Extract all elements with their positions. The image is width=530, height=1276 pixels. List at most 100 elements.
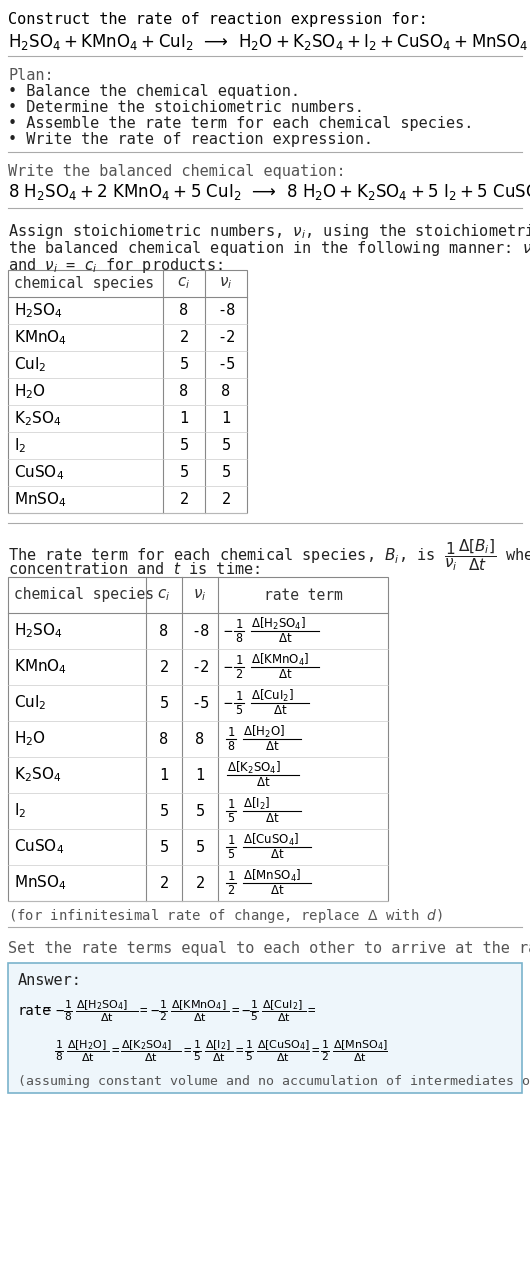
Text: $\mathit{\nu_i}$: $\mathit{\nu_i}$ (193, 587, 207, 602)
Text: 1: 1 (235, 653, 243, 666)
Text: −: − (223, 624, 232, 638)
Text: 1: 1 (251, 1000, 258, 1011)
Text: concentration and $\mathit{t}$ is time:: concentration and $\mathit{t}$ is time: (8, 561, 260, 577)
Text: $\mathsf{\Delta t}$: $\mathsf{\Delta t}$ (276, 1051, 290, 1063)
Text: $\mathsf{\Delta[CuI_2]}$: $\mathsf{\Delta[CuI_2]}$ (251, 688, 294, 704)
Text: $\mathsf{K_2SO_4}$: $\mathsf{K_2SO_4}$ (14, 410, 61, 427)
Text: 8: 8 (65, 1012, 72, 1022)
Text: $\mathsf{8\ H_2SO_4 + 2\ KMnO_4 + 5\ CuI_2}$  ⟶  $\mathsf{8\ H_2O + K_2SO_4 + 5\: $\mathsf{8\ H_2SO_4 + 2\ KMnO_4 + 5\ CuI… (8, 182, 530, 202)
Text: =: = (235, 1045, 243, 1058)
Text: $\mathsf{\Delta t}$: $\mathsf{\Delta t}$ (212, 1051, 226, 1063)
Text: 1: 1 (56, 1040, 63, 1050)
Bar (8, 271, 247, 513)
Text: 1: 1 (180, 411, 189, 426)
Text: −: − (241, 1004, 250, 1018)
Text: $\mathsf{\Delta t}$: $\mathsf{\Delta t}$ (265, 740, 279, 754)
Text: 5: 5 (222, 438, 231, 453)
Text: 1: 1 (227, 798, 235, 810)
Text: $\mathsf{\Delta t}$: $\mathsf{\Delta t}$ (277, 1011, 291, 1023)
Text: −: − (55, 1004, 64, 1018)
Text: $\mathit{c_i}$: $\mathit{c_i}$ (178, 276, 191, 291)
Text: $\mathsf{CuSO_4}$: $\mathsf{CuSO_4}$ (14, 463, 64, 482)
Text: rate: rate (18, 1004, 51, 1018)
Text: 5: 5 (235, 704, 243, 717)
Text: 5: 5 (251, 1012, 258, 1022)
Text: -8: -8 (191, 624, 209, 638)
Text: =: = (231, 1004, 239, 1017)
Text: 2: 2 (180, 330, 189, 345)
Text: 8: 8 (160, 731, 169, 746)
Text: $\mathsf{H_2O}$: $\mathsf{H_2O}$ (14, 382, 46, 401)
Text: 1: 1 (235, 618, 243, 630)
Text: $\mathsf{KMnO_4}$: $\mathsf{KMnO_4}$ (14, 328, 67, 347)
Text: Write the balanced chemical equation:: Write the balanced chemical equation: (8, 165, 346, 179)
Text: $\mathsf{\Delta[K_2SO_4]}$: $\mathsf{\Delta[K_2SO_4]}$ (121, 1039, 172, 1051)
Text: The rate term for each chemical species, $\mathit{B_i}$, is $\dfrac{1}{\nu_i}\df: The rate term for each chemical species,… (8, 537, 530, 573)
Text: $\mathsf{\Delta t}$: $\mathsf{\Delta t}$ (278, 633, 292, 646)
Text: $\mathsf{I_2}$: $\mathsf{I_2}$ (14, 436, 26, 454)
Text: Assign stoichiometric numbers, $\mathit{\nu_i}$, using the stoichiometric coeffi: Assign stoichiometric numbers, $\mathit{… (8, 222, 530, 241)
Text: $\mathsf{\Delta[CuI_2]}$: $\mathsf{\Delta[CuI_2]}$ (262, 998, 303, 1012)
Text: chemical species: chemical species (14, 276, 154, 291)
Text: $\mathsf{\Delta[H_2SO_4]}$: $\mathsf{\Delta[H_2SO_4]}$ (76, 998, 128, 1012)
Text: $\mathsf{MnSO_4}$: $\mathsf{MnSO_4}$ (14, 874, 67, 892)
Text: =: = (111, 1045, 119, 1058)
Text: $\mathsf{CuSO_4}$: $\mathsf{CuSO_4}$ (14, 837, 64, 856)
Text: $\mathit{\nu_i}$: $\mathit{\nu_i}$ (219, 276, 233, 291)
Bar (8, 577, 388, 901)
Text: 2: 2 (227, 884, 235, 897)
Text: 8: 8 (180, 302, 189, 318)
Text: 5: 5 (160, 695, 169, 711)
Text: $\mathsf{\Delta[I_2]}$: $\mathsf{\Delta[I_2]}$ (205, 1039, 231, 1051)
Text: −: − (223, 695, 232, 711)
Text: =: = (42, 1004, 50, 1018)
Text: 8: 8 (196, 731, 205, 746)
Text: (assuming constant volume and no accumulation of intermediates or side products): (assuming constant volume and no accumul… (18, 1074, 530, 1088)
Text: $\mathsf{\Delta t}$: $\mathsf{\Delta t}$ (144, 1051, 158, 1063)
Text: 1: 1 (193, 1040, 200, 1050)
Text: 2: 2 (160, 660, 169, 675)
Text: 1: 1 (227, 833, 235, 846)
Text: 1: 1 (160, 1000, 166, 1011)
Text: $\mathsf{K_2SO_4}$: $\mathsf{K_2SO_4}$ (14, 766, 61, 785)
Text: • Assemble the rate term for each chemical species.: • Assemble the rate term for each chemic… (8, 116, 473, 131)
Text: 5: 5 (196, 804, 205, 818)
Text: 1: 1 (227, 726, 235, 739)
Text: (for infinitesimal rate of change, replace $\Delta$ with $d$): (for infinitesimal rate of change, repla… (8, 907, 443, 925)
Text: • Balance the chemical equation.: • Balance the chemical equation. (8, 84, 300, 100)
Text: −: − (223, 660, 232, 675)
Text: 2: 2 (196, 875, 205, 891)
Text: 5: 5 (180, 438, 189, 453)
Text: 8: 8 (222, 384, 231, 399)
Text: 1: 1 (227, 869, 235, 883)
Text: 5: 5 (160, 840, 169, 855)
Text: -2: -2 (217, 330, 235, 345)
Text: $\mathsf{I_2}$: $\mathsf{I_2}$ (14, 801, 26, 820)
Text: Plan:: Plan: (8, 68, 54, 83)
Text: -5: -5 (191, 695, 209, 711)
Text: 1: 1 (322, 1040, 329, 1050)
Text: 5: 5 (193, 1051, 200, 1062)
Bar (8, 963, 522, 1094)
Text: 8: 8 (180, 384, 189, 399)
Text: rate term: rate term (263, 587, 342, 602)
Text: 2: 2 (160, 875, 169, 891)
Text: 5: 5 (196, 840, 205, 855)
Text: $\mathsf{H_2SO_4}$: $\mathsf{H_2SO_4}$ (14, 621, 63, 641)
Text: $\mathsf{\Delta[H_2SO_4]}$: $\mathsf{\Delta[H_2SO_4]}$ (251, 616, 306, 632)
Text: -5: -5 (217, 357, 235, 373)
Text: $\mathsf{\Delta t}$: $\mathsf{\Delta t}$ (270, 849, 284, 861)
Text: =: = (308, 1004, 315, 1017)
Text: $\mathsf{\Delta t}$: $\mathsf{\Delta t}$ (193, 1011, 207, 1023)
Text: 8: 8 (235, 633, 243, 646)
Text: 5: 5 (180, 464, 189, 480)
Text: 5: 5 (227, 849, 235, 861)
Text: -2: -2 (191, 660, 209, 675)
Text: $\mathsf{\Delta t}$: $\mathsf{\Delta t}$ (100, 1011, 114, 1023)
Text: 8: 8 (56, 1051, 63, 1062)
Text: 5: 5 (180, 357, 189, 373)
Text: $\mathsf{\Delta[H_2O]}$: $\mathsf{\Delta[H_2O]}$ (67, 1039, 107, 1051)
Text: $\mathsf{\Delta t}$: $\mathsf{\Delta t}$ (273, 704, 287, 717)
Text: −: − (150, 1004, 158, 1018)
Text: $\mathsf{\Delta t}$: $\mathsf{\Delta t}$ (353, 1051, 367, 1063)
